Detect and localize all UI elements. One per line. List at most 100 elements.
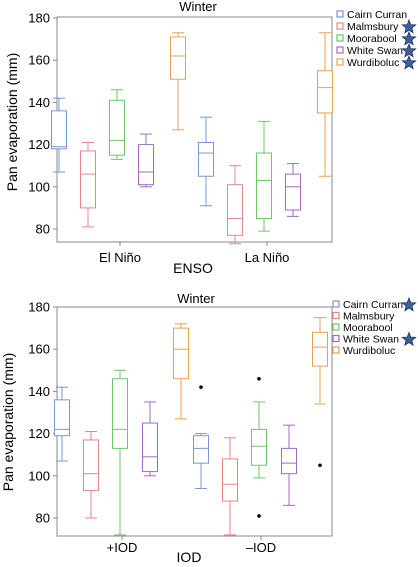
box-plot — [142, 401, 158, 477]
box-iqr — [227, 184, 243, 236]
legend-swatch — [332, 334, 340, 343]
y-tick-label: 120 — [28, 426, 50, 441]
legend-swatch — [336, 34, 344, 42]
box-series — [54, 317, 328, 536]
legend-label: White Swan — [347, 45, 403, 57]
box-plot — [285, 163, 301, 217]
x-axis: +IOD –IOD — [107, 536, 276, 555]
y-tick-label: 80 — [36, 222, 50, 237]
box-iqr — [138, 144, 154, 186]
y-tick-label: 180 — [28, 300, 50, 315]
significance-star-icon — [401, 42, 417, 58]
iod-panel: Winter 80 100 120 140 160 180 Pan evaporation… — [0, 291, 417, 565]
y-tick-label: 140 — [28, 384, 50, 399]
box-plot — [193, 433, 209, 489]
legend-label: Cairn Curran — [347, 9, 407, 21]
y-tick-label: 180 — [28, 11, 50, 26]
box-iqr — [80, 150, 96, 209]
legend-label: Moorabool — [347, 33, 397, 45]
y-tick-label: 140 — [28, 95, 50, 110]
legend-label: Moorabool — [343, 322, 393, 334]
box-plot — [138, 133, 154, 188]
box-iqr — [173, 327, 189, 380]
box-plot — [51, 97, 67, 173]
y-axis-label: Pan evaporation (mm) — [0, 353, 16, 492]
box-plot — [80, 141, 96, 228]
x-axis-label: ENSO — [173, 260, 213, 276]
chart-title: Winter — [177, 291, 215, 306]
y-tick-label: 160 — [28, 342, 50, 357]
box-plot — [251, 401, 267, 479]
box-plot — [281, 424, 297, 506]
outlier-point — [318, 463, 322, 468]
legend-swatch — [332, 346, 340, 354]
legend-label: Malmsbury — [347, 21, 399, 33]
x-tick-label: El Niño — [99, 250, 141, 265]
legend-swatch — [336, 46, 344, 54]
chart-title: Winter — [179, 0, 217, 14]
box-plot — [312, 317, 328, 405]
box-plot — [317, 32, 333, 177]
box-iqr — [142, 422, 158, 473]
x-axis: El Niño La Niño — [99, 242, 289, 265]
legend-label: White Swan — [343, 334, 399, 346]
legend-swatch — [336, 10, 344, 18]
significance-star-icon — [401, 30, 417, 46]
box-plot — [109, 89, 125, 160]
legend-swatch — [336, 22, 344, 30]
box-iqr — [170, 36, 186, 80]
y-tick-label: 80 — [36, 511, 50, 526]
box-iqr — [222, 458, 238, 502]
box-plot — [173, 323, 189, 420]
box-plot — [54, 386, 70, 462]
legend-label: Wurdiboluc — [343, 345, 395, 357]
legend-label: Malmsbury — [343, 311, 395, 323]
box-plot — [170, 32, 186, 131]
y-tick-label: 100 — [28, 179, 50, 194]
y-axis-label: Pan evaporation (mm) — [4, 53, 20, 192]
y-axis: 80 100 120 140 160 180 — [28, 300, 57, 526]
box-iqr — [251, 428, 267, 466]
box-iqr — [198, 141, 214, 177]
box-iqr — [317, 70, 333, 114]
box-iqr — [54, 399, 70, 437]
x-tick-label: La Niño — [245, 250, 290, 265]
legend-swatch — [332, 323, 340, 331]
box-iqr — [256, 152, 272, 219]
legend-swatch — [332, 300, 340, 308]
box-plot — [227, 165, 243, 245]
y-axis: 80 100 120 140 160 180 — [28, 11, 57, 237]
box-iqr — [312, 331, 328, 367]
legend-swatch — [332, 311, 340, 320]
x-tick-label: +IOD — [107, 540, 138, 555]
y-tick-label: 100 — [28, 468, 50, 483]
outlier-point — [199, 385, 203, 389]
y-tick-label: 160 — [28, 53, 50, 68]
plot-frame — [56, 306, 333, 537]
box-iqr — [109, 99, 125, 156]
box-plot — [112, 369, 128, 536]
y-tick-label: 120 — [28, 137, 50, 152]
x-tick-label: –IOD — [246, 540, 276, 555]
significance-star-icon — [401, 54, 417, 70]
significance-star-icon — [401, 296, 417, 312]
box-iqr — [51, 110, 67, 150]
enso-panel: Winter 80 100 120 140 160 180 Pan evaporation… — [4, 0, 417, 276]
box-iqr — [193, 435, 209, 464]
box-iqr — [285, 173, 301, 211]
significance-star-icon — [401, 18, 417, 34]
box-iqr — [83, 439, 99, 492]
box-plot — [256, 120, 272, 232]
legend-swatch — [336, 58, 344, 66]
box-plot — [83, 430, 99, 519]
x-axis-label: IOD — [177, 549, 202, 565]
box-iqr — [281, 447, 297, 475]
box-plot — [198, 116, 214, 207]
legend-label: Cairn Curran — [343, 299, 403, 311]
legend-label: Wurdiboluc — [347, 57, 399, 69]
box-series — [51, 32, 333, 245]
outlier-point — [257, 514, 261, 518]
